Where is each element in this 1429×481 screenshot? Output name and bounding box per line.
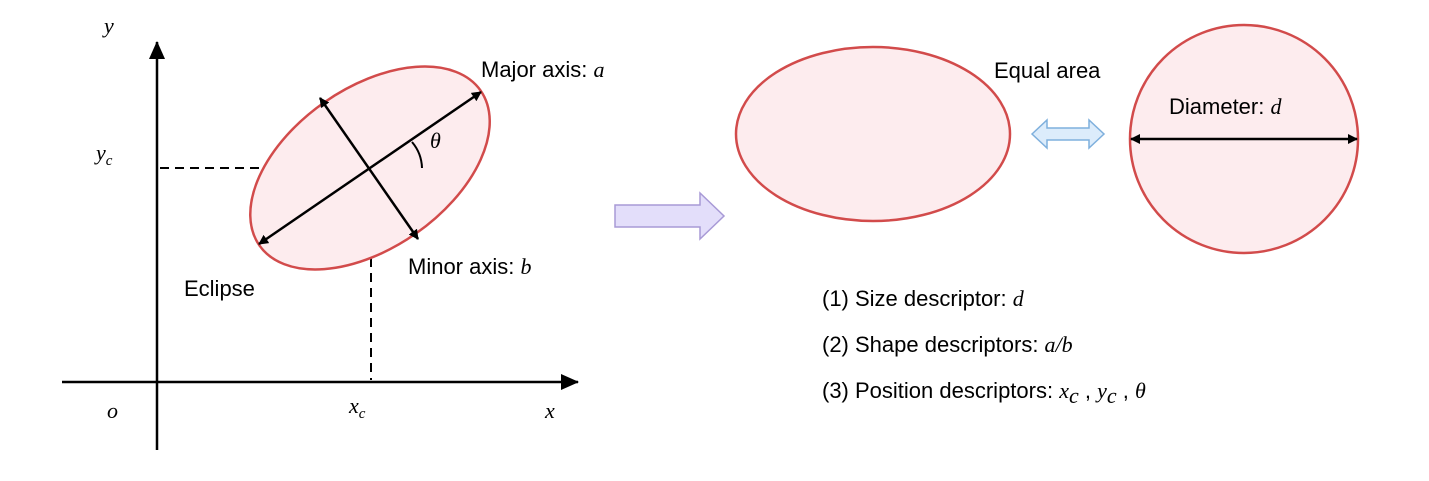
- shape-descriptor: (2) Shape descriptors: a/b: [822, 332, 1073, 357]
- major-axis-label: Major axis: a: [481, 57, 604, 82]
- y-axis-label: y: [102, 13, 114, 38]
- equivalent-ellipse: [734, 45, 1012, 223]
- theta-arc: [411, 141, 423, 169]
- origin-label: o: [107, 398, 118, 423]
- diameter-label: Diameter: d: [1169, 94, 1282, 119]
- position-descriptor: (3) Position descriptors: xc , yc , θ: [822, 378, 1146, 408]
- size-descriptor: (1) Size descriptor: d: [822, 286, 1025, 311]
- transition-arrow: [614, 191, 726, 241]
- minor-axis-arrow: [318, 97, 420, 240]
- yc-label: yc: [94, 140, 113, 169]
- equal-area-double-arrow: [1030, 118, 1106, 150]
- minor-axis-label: Minor axis: b: [408, 254, 531, 279]
- equal-area-label: Equal area: [994, 58, 1101, 83]
- xc-label: xc: [348, 393, 366, 422]
- eclipse-label: Eclipse: [184, 276, 255, 301]
- x-axis-label: x: [544, 398, 555, 423]
- theta-label: θ: [430, 128, 441, 153]
